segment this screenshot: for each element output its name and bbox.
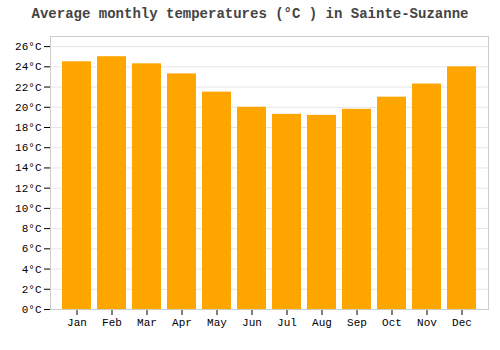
- html-text:Average monthly temperatures (: Average monthly temperatures (°C ) in Sa…: [31, 6, 469, 22]
- svg-text:18°C: 18°C: [15, 122, 42, 134]
- svg-text:20°C: 20°C: [15, 102, 42, 114]
- svg-text:14°C: 14°C: [15, 162, 42, 174]
- svg-text:Nov: Nov: [417, 317, 437, 329]
- svg-text:26°C: 26°C: [15, 41, 42, 53]
- svg-text:Feb: Feb: [102, 317, 122, 329]
- svg-text:16°C: 16°C: [15, 142, 42, 154]
- svg-text:Aug: Aug: [312, 317, 332, 329]
- svg-text:0°C: 0°C: [22, 304, 42, 316]
- svg-text:12°C: 12°C: [15, 183, 42, 195]
- svg-text:4°C: 4°C: [22, 264, 42, 276]
- svg-text:Jan: Jan: [67, 317, 87, 329]
- svg-text:May: May: [207, 317, 227, 329]
- svg-text:6°C: 6°C: [22, 243, 42, 255]
- svg-text:Oct: Oct: [382, 317, 402, 329]
- svg-text:10°C: 10°C: [15, 203, 42, 215]
- svg-text:Mar: Mar: [137, 317, 157, 329]
- svg-text:22°C: 22°C: [15, 82, 42, 94]
- svg-text:Dec: Dec: [452, 317, 472, 329]
- svg-text:Jul: Jul: [277, 317, 297, 329]
- svg-text:Apr: Apr: [172, 317, 192, 329]
- svg-text:8°C: 8°C: [22, 223, 42, 235]
- svg-text:2°C: 2°C: [22, 284, 42, 296]
- svg-text:Jun: Jun: [242, 317, 262, 329]
- svg-text:24°C: 24°C: [15, 61, 42, 73]
- svg-text:Sep: Sep: [347, 317, 367, 329]
